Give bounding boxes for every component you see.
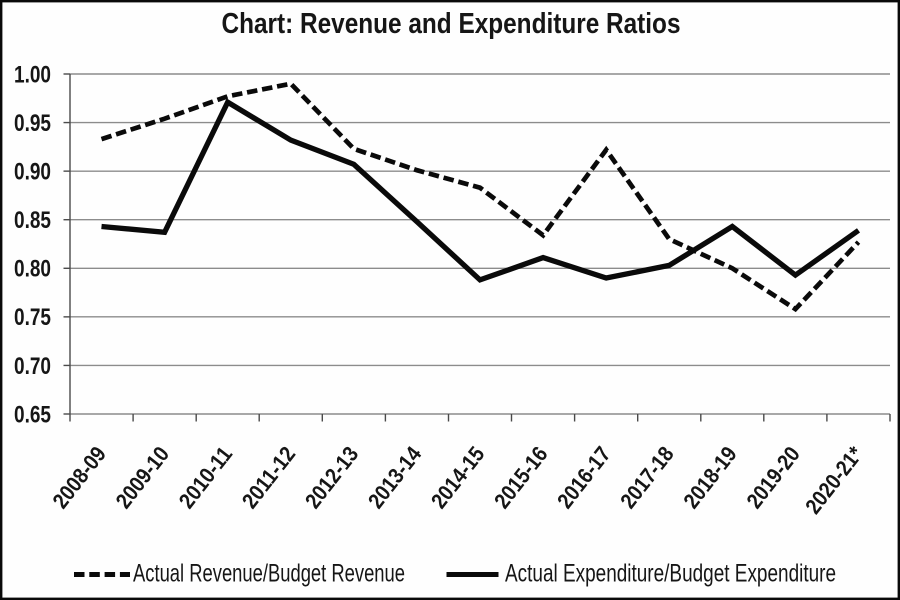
svg-text:1.00: 1.00 bbox=[14, 61, 51, 88]
svg-text:Actual Expenditure/Budget Expe: Actual Expenditure/Budget Expenditure bbox=[505, 560, 836, 588]
svg-text:0.80: 0.80 bbox=[14, 256, 51, 283]
svg-text:Chart: Revenue and Expenditure: Chart: Revenue and Expenditure Ratios bbox=[222, 8, 681, 40]
svg-text:0.85: 0.85 bbox=[14, 207, 51, 234]
svg-text:0.95: 0.95 bbox=[14, 110, 51, 137]
svg-text:0.70: 0.70 bbox=[14, 353, 51, 380]
svg-text:0.65: 0.65 bbox=[14, 401, 51, 428]
svg-text:Actual Revenue/Budget Revenue: Actual Revenue/Budget Revenue bbox=[133, 560, 405, 588]
svg-text:0.75: 0.75 bbox=[14, 304, 51, 331]
svg-text:0.90: 0.90 bbox=[14, 159, 51, 186]
